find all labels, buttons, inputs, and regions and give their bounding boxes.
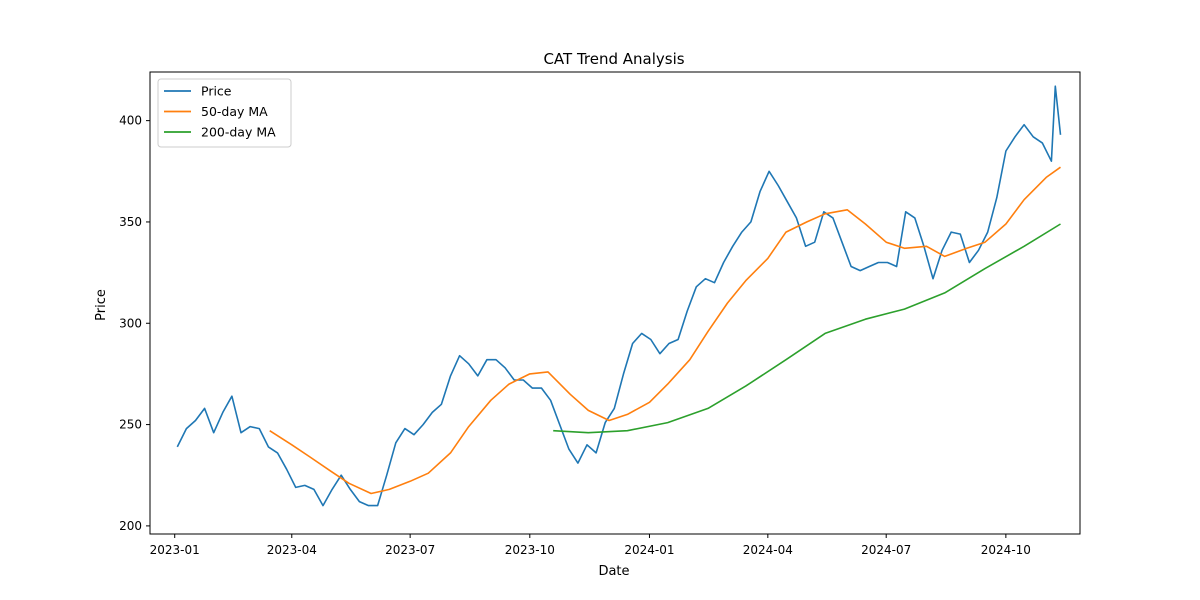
y-tick-label: 400 [119, 114, 142, 128]
x-tick-label: 2023-07 [385, 543, 435, 557]
x-tick-label: 2024-04 [743, 543, 793, 557]
x-tick-label: 2023-04 [267, 543, 317, 557]
plot-area [176, 85, 1062, 507]
y-tick-label: 300 [119, 316, 142, 330]
legend-label-1: 50-day MA [201, 104, 268, 119]
series-line-0 [176, 85, 1062, 507]
legend-box [157, 78, 292, 148]
series-line-2 [553, 223, 1061, 434]
x-tick-label: 2023-01 [150, 543, 200, 557]
legend-label-2: 200-day MA [201, 125, 276, 140]
x-tick-label: 2024-01 [624, 543, 674, 557]
y-tick-label: 350 [119, 215, 142, 229]
x-tick-label: 2024-10 [981, 543, 1031, 557]
y-axis-label: Price [94, 289, 109, 321]
x-tick-label: 2024-07 [861, 543, 911, 557]
y-tick-label: 200 [119, 519, 142, 533]
chart-title: CAT Trend Analysis [543, 50, 684, 68]
x-tick-label: 2023-10 [505, 543, 555, 557]
axes: 2023-01 2023-04 2023-07 2023-10 2024-01 2024-… [119, 71, 1081, 557]
plot-frame [149, 71, 1081, 535]
legend: Price 50-day MA 200-day MA [157, 78, 292, 148]
series-line-1 [269, 166, 1061, 495]
legend-label-0: Price [201, 84, 232, 99]
x-axis-label: Date [598, 564, 629, 579]
y-tick-label: 250 [119, 418, 142, 432]
